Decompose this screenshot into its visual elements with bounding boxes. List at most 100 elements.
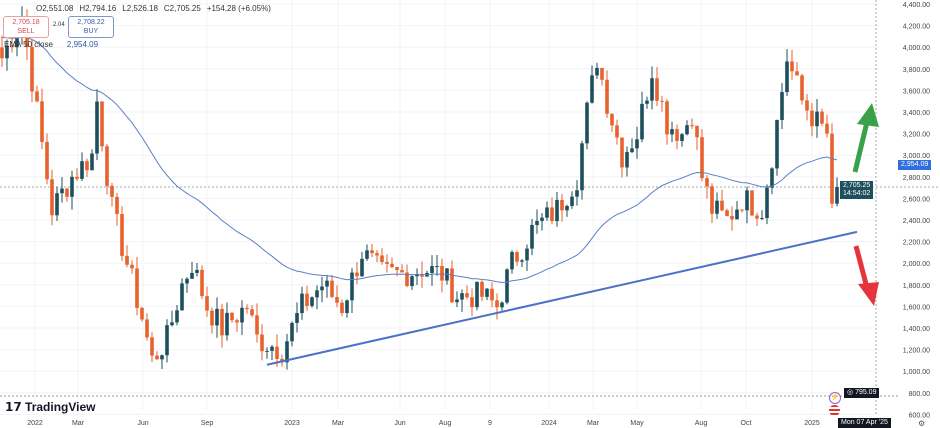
candle-body (825, 123, 829, 134)
candle-body (645, 100, 649, 104)
candle-body (370, 250, 374, 254)
candle-body (140, 307, 144, 320)
y-tick-label: 1,600.00 (903, 304, 930, 311)
candle-body (665, 101, 669, 135)
x-tick-label: Jun (137, 420, 148, 427)
candle-body (170, 322, 174, 326)
y-tick-label: 3,000.00 (903, 153, 930, 160)
candle-body (450, 268, 454, 303)
candle-body (70, 176, 74, 197)
candle-body (510, 252, 514, 270)
candle-body (555, 199, 559, 222)
us-flag-icon[interactable] (829, 405, 840, 416)
buy-price: 2,708.22 (77, 19, 105, 26)
candle-body (65, 188, 69, 197)
candle-body (350, 272, 354, 301)
candle-body (345, 300, 349, 314)
candle-body (565, 205, 569, 211)
candle-body (700, 137, 704, 179)
candle-body (105, 146, 109, 186)
buy-label: BUY (83, 28, 99, 35)
candle-body (245, 307, 249, 310)
candle-body (525, 248, 529, 261)
candle-body (455, 299, 459, 303)
candle-body (330, 280, 334, 297)
candle-body (220, 308, 224, 336)
settings-icon[interactable]: ⚙ (918, 419, 926, 428)
y-tick-label: 3,600.00 (903, 88, 930, 95)
buy-button[interactable]: 2,708.22 BUY (68, 16, 114, 38)
candle-body (495, 300, 499, 308)
y-tick-label: 3,400.00 (903, 110, 930, 117)
candle-body (605, 79, 609, 114)
y-tick-label: 1,800.00 (903, 283, 930, 290)
candle-body (180, 283, 184, 311)
candle-body (365, 250, 369, 259)
low-price-tag: ◎ 795.09 (844, 388, 880, 398)
x-tick-label: May (630, 420, 644, 427)
candle-body (780, 92, 784, 120)
candle-body (810, 110, 814, 127)
candle-body (725, 210, 729, 217)
candle-body (255, 315, 259, 335)
candle-body (0, 47, 4, 59)
candle-body (635, 139, 639, 149)
candle-body (75, 176, 79, 179)
candle-body (45, 141, 49, 180)
candle-body (570, 196, 574, 206)
candle-body (675, 129, 679, 141)
y-tick-label: 3,200.00 (903, 132, 930, 139)
arrow-up-shaft (852, 121, 870, 173)
candle-body (290, 322, 294, 342)
candle-body (100, 101, 104, 147)
candle-body (435, 265, 439, 267)
candle-body (340, 302, 344, 314)
y-tick-label: 600.00 (909, 412, 931, 419)
candle-body (420, 273, 424, 277)
candle-body (30, 47, 34, 92)
candle-body (760, 218, 764, 220)
candle-body (390, 263, 394, 268)
crosshair-date-label: Mon 07 Apr '25 (838, 418, 891, 428)
candle-body (335, 296, 339, 303)
candle-body (305, 293, 309, 306)
candle-body (225, 312, 229, 336)
candle-body (80, 161, 84, 179)
candle-body (205, 296, 209, 311)
support-trendline (266, 230, 858, 366)
candle-body (585, 102, 589, 144)
tradingview-logo[interactable]: 𝟭𝟳 TradingView (5, 400, 96, 414)
candle-body (190, 272, 194, 279)
y-tick-label: 2,600.00 (903, 196, 930, 203)
candle-body (175, 310, 179, 323)
candle-body (575, 190, 579, 197)
y-tick-label: 4,200.00 (903, 24, 930, 31)
x-tick-label: Aug (439, 420, 452, 427)
event-lightning-icon[interactable]: ⚡ (829, 392, 841, 404)
ema-line (1, 36, 838, 284)
candle-body (260, 334, 264, 352)
x-tick-label: Mar (332, 420, 345, 427)
candle-body (385, 262, 389, 264)
arrow-down-shaft (853, 245, 869, 285)
candle-body (310, 297, 314, 306)
candle-body (655, 78, 659, 101)
low-value: 795.09 (855, 389, 877, 396)
candle-body (200, 269, 204, 297)
candle-body (185, 278, 189, 284)
y-tick-label: 1,200.00 (903, 348, 930, 355)
ema-legend[interactable]: EMA 50 close 2,954.09 (4, 40, 98, 49)
candle-body (535, 220, 539, 225)
sell-button[interactable]: 2,705.18 SELL (3, 16, 49, 38)
candle-body (295, 313, 299, 323)
candle-body (135, 268, 139, 308)
candle-body (695, 125, 699, 138)
candle-body (60, 188, 64, 194)
candle-body (815, 111, 819, 127)
y-tick-label: 3,800.00 (903, 67, 930, 74)
target-icon: ◎ (847, 389, 856, 396)
arrow-up-icon (857, 103, 879, 127)
candle-body (650, 78, 654, 101)
